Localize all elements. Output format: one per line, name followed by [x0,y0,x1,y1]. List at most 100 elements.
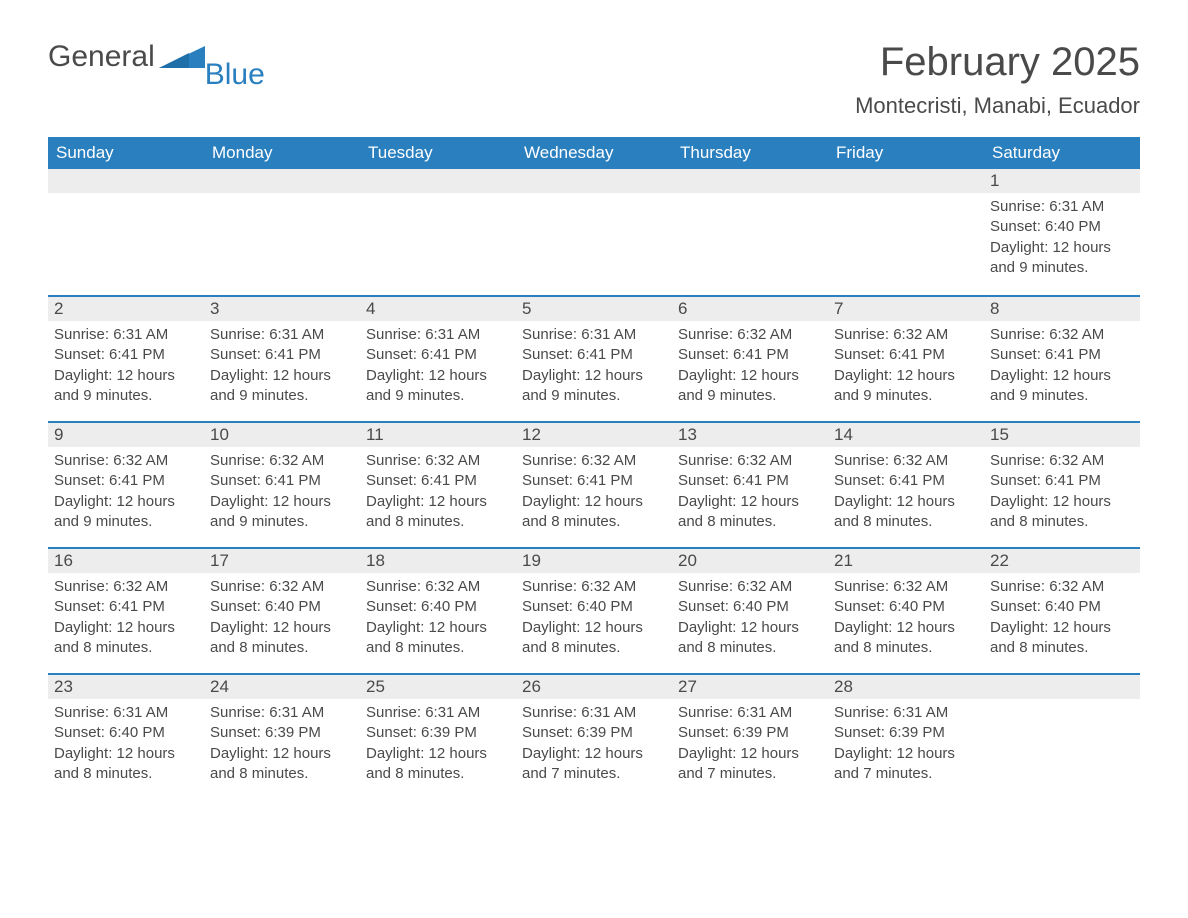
sunrise-line: Sunrise: 6:31 AM [366,325,510,345]
cell-body: Sunrise: 6:32 AMSunset: 6:41 PMDaylight:… [828,321,984,416]
cell-body: Sunrise: 6:31 AMSunset: 6:40 PMDaylight:… [48,699,204,794]
daylight-line-2: and 9 minutes. [990,386,1134,406]
day-number: 18 [360,549,516,573]
sunrise-line: Sunrise: 6:31 AM [834,703,978,723]
title-block: February 2025 Montecristi, Manabi, Ecuad… [855,40,1140,119]
calendar-cell [984,675,1140,799]
cell-body: Sunrise: 6:32 AMSunset: 6:40 PMDaylight:… [984,573,1140,668]
cell-body: Sunrise: 6:32 AMSunset: 6:40 PMDaylight:… [828,573,984,668]
calendar-cell: 27Sunrise: 6:31 AMSunset: 6:39 PMDayligh… [672,675,828,799]
daylight-line-2: and 9 minutes. [366,386,510,406]
calendar-cell: 11Sunrise: 6:32 AMSunset: 6:41 PMDayligh… [360,423,516,547]
daylight-line-2: and 8 minutes. [210,764,354,784]
sunset-line: Sunset: 6:40 PM [522,597,666,617]
calendar-cell: 5Sunrise: 6:31 AMSunset: 6:41 PMDaylight… [516,297,672,421]
daylight-line-2: and 8 minutes. [834,638,978,658]
cell-body: Sunrise: 6:32 AMSunset: 6:41 PMDaylight:… [204,447,360,542]
sunrise-line: Sunrise: 6:31 AM [990,197,1134,217]
calendar-cell: 25Sunrise: 6:31 AMSunset: 6:39 PMDayligh… [360,675,516,799]
daylight-line-1: Daylight: 12 hours [834,366,978,386]
calendar-cell [360,169,516,295]
sunset-line: Sunset: 6:41 PM [210,471,354,491]
sunrise-line: Sunrise: 6:32 AM [834,451,978,471]
cell-body: Sunrise: 6:31 AMSunset: 6:41 PMDaylight:… [516,321,672,416]
sunset-line: Sunset: 6:40 PM [834,597,978,617]
day-number [984,675,1140,699]
daylight-line-2: and 9 minutes. [210,386,354,406]
day-header-row: SundayMondayTuesdayWednesdayThursdayFrid… [48,137,1140,169]
daylight-line-1: Daylight: 12 hours [834,744,978,764]
daylight-line-2: and 8 minutes. [210,638,354,658]
daylight-line-1: Daylight: 12 hours [678,492,822,512]
day-header: Thursday [672,137,828,169]
cell-body: Sunrise: 6:31 AMSunset: 6:39 PMDaylight:… [828,699,984,794]
week-row: 9Sunrise: 6:32 AMSunset: 6:41 PMDaylight… [48,421,1140,547]
sunset-line: Sunset: 6:41 PM [54,471,198,491]
day-number: 3 [204,297,360,321]
daylight-line-1: Daylight: 12 hours [678,744,822,764]
sunrise-line: Sunrise: 6:32 AM [210,451,354,471]
sunrise-line: Sunrise: 6:32 AM [522,451,666,471]
day-header: Saturday [984,137,1140,169]
day-number: 27 [672,675,828,699]
sunrise-line: Sunrise: 6:32 AM [834,577,978,597]
cell-body: Sunrise: 6:32 AMSunset: 6:41 PMDaylight:… [984,321,1140,416]
calendar: SundayMondayTuesdayWednesdayThursdayFrid… [48,137,1140,799]
sunset-line: Sunset: 6:41 PM [834,345,978,365]
day-number: 5 [516,297,672,321]
day-header: Wednesday [516,137,672,169]
sunset-line: Sunset: 6:41 PM [678,471,822,491]
week-row: 2Sunrise: 6:31 AMSunset: 6:41 PMDaylight… [48,295,1140,421]
cell-body: Sunrise: 6:32 AMSunset: 6:41 PMDaylight:… [48,447,204,542]
daylight-line-1: Daylight: 12 hours [210,366,354,386]
sunset-line: Sunset: 6:40 PM [54,723,198,743]
day-number: 7 [828,297,984,321]
calendar-cell: 19Sunrise: 6:32 AMSunset: 6:40 PMDayligh… [516,549,672,673]
brand-logo: General Blue [48,40,265,74]
calendar-cell: 7Sunrise: 6:32 AMSunset: 6:41 PMDaylight… [828,297,984,421]
calendar-cell: 16Sunrise: 6:32 AMSunset: 6:41 PMDayligh… [48,549,204,673]
daylight-line-1: Daylight: 12 hours [678,618,822,638]
cell-body: Sunrise: 6:31 AMSunset: 6:39 PMDaylight:… [516,699,672,794]
daylight-line-2: and 8 minutes. [834,512,978,532]
cell-body: Sunrise: 6:32 AMSunset: 6:41 PMDaylight:… [360,447,516,542]
sunrise-line: Sunrise: 6:31 AM [54,703,198,723]
day-number: 19 [516,549,672,573]
day-number: 4 [360,297,516,321]
day-number: 21 [828,549,984,573]
sunrise-line: Sunrise: 6:31 AM [54,325,198,345]
cell-body: Sunrise: 6:31 AMSunset: 6:41 PMDaylight:… [204,321,360,416]
cell-body: Sunrise: 6:32 AMSunset: 6:41 PMDaylight:… [516,447,672,542]
sunset-line: Sunset: 6:41 PM [990,345,1134,365]
daylight-line-1: Daylight: 12 hours [210,492,354,512]
day-number: 25 [360,675,516,699]
daylight-line-1: Daylight: 12 hours [522,492,666,512]
calendar-cell: 15Sunrise: 6:32 AMSunset: 6:41 PMDayligh… [984,423,1140,547]
daylight-line-1: Daylight: 12 hours [678,366,822,386]
daylight-line-2: and 8 minutes. [366,638,510,658]
daylight-line-1: Daylight: 12 hours [522,744,666,764]
sunrise-line: Sunrise: 6:31 AM [522,703,666,723]
daylight-line-1: Daylight: 12 hours [54,366,198,386]
sunset-line: Sunset: 6:41 PM [834,471,978,491]
brand-triangle-icon [159,46,205,73]
calendar-cell: 22Sunrise: 6:32 AMSunset: 6:40 PMDayligh… [984,549,1140,673]
day-number: 6 [672,297,828,321]
calendar-cell: 24Sunrise: 6:31 AMSunset: 6:39 PMDayligh… [204,675,360,799]
cell-body: Sunrise: 6:31 AMSunset: 6:41 PMDaylight:… [48,321,204,416]
sunset-line: Sunset: 6:39 PM [834,723,978,743]
day-number: 28 [828,675,984,699]
sunset-line: Sunset: 6:41 PM [366,471,510,491]
cell-body: Sunrise: 6:32 AMSunset: 6:40 PMDaylight:… [672,573,828,668]
daylight-line-2: and 9 minutes. [210,512,354,532]
calendar-cell: 17Sunrise: 6:32 AMSunset: 6:40 PMDayligh… [204,549,360,673]
daylight-line-1: Daylight: 12 hours [54,492,198,512]
sunset-line: Sunset: 6:41 PM [54,345,198,365]
day-header: Sunday [48,137,204,169]
calendar-cell: 26Sunrise: 6:31 AMSunset: 6:39 PMDayligh… [516,675,672,799]
daylight-line-1: Daylight: 12 hours [990,618,1134,638]
day-number: 20 [672,549,828,573]
sunrise-line: Sunrise: 6:32 AM [678,325,822,345]
brand-text-general: General [48,40,155,74]
brand-text-blue: Blue [205,58,265,92]
